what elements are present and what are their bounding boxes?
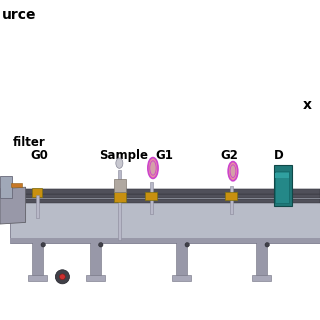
Bar [118, 170, 121, 240]
Bar [256, 240, 267, 275]
Bar [36, 195, 39, 218]
Bar [275, 173, 289, 178]
Polygon shape [0, 187, 26, 224]
Text: D: D [274, 149, 283, 162]
Bar [114, 179, 126, 192]
Bar [0, 176, 12, 198]
Circle shape [55, 270, 69, 284]
Text: Sample: Sample [99, 149, 148, 162]
Bar [10, 189, 320, 195]
Bar [145, 192, 157, 200]
Text: urce: urce [2, 8, 36, 22]
Ellipse shape [148, 157, 158, 179]
Bar [172, 275, 191, 281]
Circle shape [185, 243, 189, 247]
Circle shape [99, 243, 103, 247]
Bar [230, 186, 233, 214]
Bar [10, 199, 320, 203]
Ellipse shape [150, 161, 156, 175]
Bar [225, 192, 237, 200]
Ellipse shape [230, 165, 236, 178]
Bar [10, 194, 320, 198]
Bar [150, 182, 153, 214]
Bar [32, 240, 43, 275]
Bar [114, 192, 126, 202]
Text: G1: G1 [155, 149, 173, 162]
Text: G0: G0 [30, 149, 48, 162]
Ellipse shape [228, 162, 238, 181]
Bar [275, 171, 289, 203]
Bar [11, 183, 22, 187]
Bar [32, 188, 42, 197]
Bar [28, 275, 47, 281]
Circle shape [60, 274, 65, 280]
Circle shape [265, 243, 269, 247]
Bar [10, 238, 320, 243]
Bar [176, 240, 187, 275]
Text: x: x [302, 98, 311, 112]
Bar [10, 189, 320, 243]
Text: G2: G2 [221, 149, 239, 162]
Ellipse shape [116, 158, 123, 168]
Text: filter: filter [13, 136, 45, 149]
Bar [10, 189, 320, 194]
Bar [86, 275, 105, 281]
Bar [252, 275, 271, 281]
Bar [90, 240, 101, 275]
Circle shape [41, 243, 45, 247]
Bar [274, 165, 292, 206]
